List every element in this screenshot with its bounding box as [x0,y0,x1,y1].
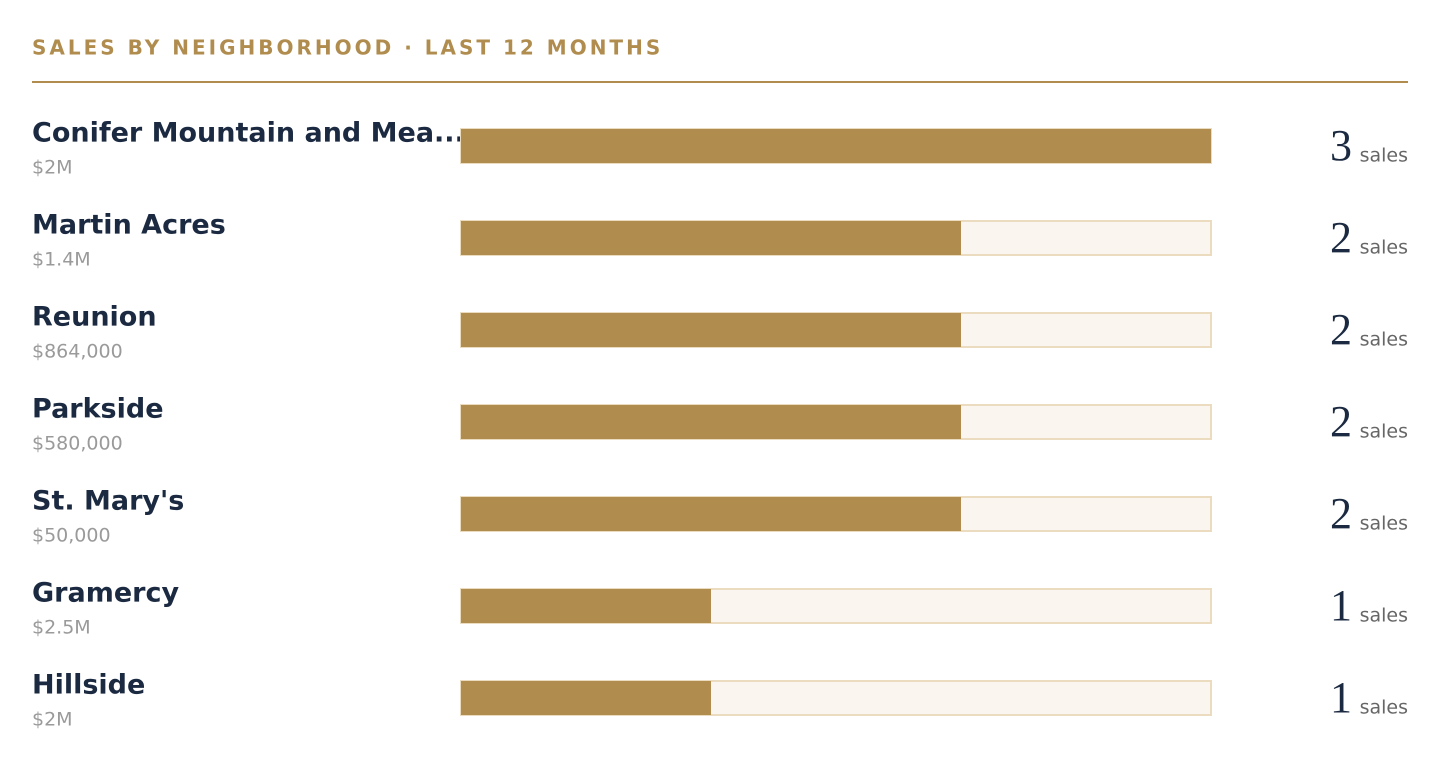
bar [461,405,961,439]
bar [461,129,1211,163]
sales-volume: $1.4M [32,249,91,271]
sales-count: 1 [1330,673,1352,722]
neighborhood-name: Reunion [32,302,157,333]
bar [461,313,961,347]
neighborhood-name: Parkside [32,394,164,425]
bar [461,589,711,623]
sales-volume: $2M [32,709,73,731]
neighborhood-name: Gramercy [32,578,179,609]
sales-count: 2 [1330,305,1352,354]
sales-unit: sales [1360,329,1408,351]
sales-unit: sales [1360,145,1408,167]
sales-volume: $2M [32,157,73,179]
sales-count: 2 [1330,489,1352,538]
sales-unit: sales [1360,237,1408,259]
sales-volume: $864,000 [32,341,123,363]
bar [461,221,961,255]
chart-title: SALES BY NEIGHBORHOOD · LAST 12 MONTHS [32,36,663,60]
bar [461,681,711,715]
sales-count: 2 [1330,397,1352,446]
sales-volume: $580,000 [32,433,123,455]
sales-count: 2 [1330,213,1352,262]
sales-count: 3 [1330,121,1352,170]
neighborhood-name: Conifer Mountain and Mea... [32,118,465,149]
sales-unit: sales [1360,513,1408,535]
sales-unit: sales [1360,605,1408,627]
neighborhood-name: Martin Acres [32,210,226,241]
sales-volume: $2.5M [32,617,91,639]
sales-unit: sales [1360,697,1408,719]
sales-count: 1 [1330,581,1352,630]
bar [461,497,961,531]
sales-volume: $50,000 [32,525,111,547]
neighborhood-name: St. Mary's [32,486,184,517]
neighborhood-name: Hillside [32,670,145,701]
sales-unit: sales [1360,421,1408,443]
